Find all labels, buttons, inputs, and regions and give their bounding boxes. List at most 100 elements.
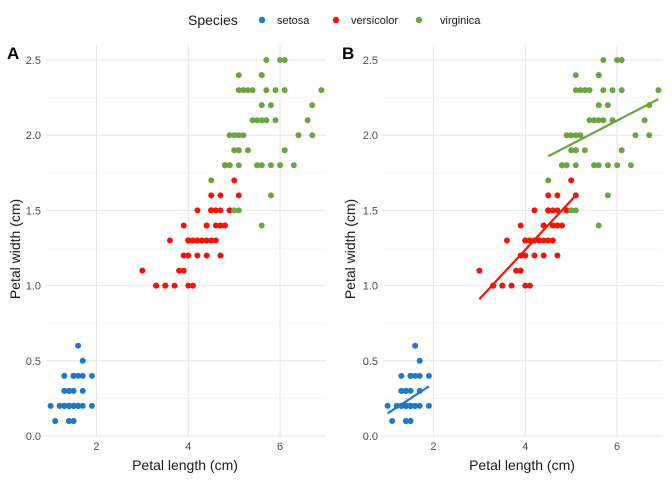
y-tick-label: 1.5 bbox=[26, 205, 41, 217]
panel-tag-b: B bbox=[342, 44, 354, 63]
point-setosa bbox=[416, 372, 423, 379]
point-virginica bbox=[254, 162, 261, 169]
point-virginica bbox=[244, 147, 251, 154]
y-tick-label: 0.0 bbox=[363, 431, 378, 443]
y-tick-label: 2.5 bbox=[26, 55, 41, 67]
point-versicolor bbox=[139, 267, 146, 274]
point-versicolor bbox=[549, 207, 556, 214]
point-virginica bbox=[600, 57, 607, 64]
point-virginica bbox=[632, 132, 639, 139]
point-virginica bbox=[627, 162, 634, 169]
point-versicolor bbox=[526, 237, 533, 244]
point-virginica bbox=[258, 117, 265, 124]
point-virginica bbox=[563, 132, 570, 139]
panel-a: A 2 4 6 0.0 0.5 1.0 1.5 2.0 2.5 Petal length (cm… bbox=[7, 44, 326, 473]
point-versicolor bbox=[526, 282, 533, 289]
y-tick-label: 1.5 bbox=[363, 205, 378, 217]
point-setosa bbox=[398, 372, 405, 379]
point-virginica bbox=[618, 87, 625, 94]
point-setosa bbox=[398, 402, 405, 409]
point-setosa bbox=[70, 402, 77, 409]
point-versicolor bbox=[194, 207, 201, 214]
point-versicolor bbox=[540, 237, 547, 244]
point-setosa bbox=[52, 417, 59, 424]
point-virginica bbox=[618, 147, 625, 154]
x-axis-title-a: Petal length (cm) bbox=[132, 457, 238, 473]
point-virginica bbox=[595, 117, 602, 124]
legend-key-versicolor bbox=[332, 16, 340, 24]
point-versicolor bbox=[531, 207, 538, 214]
point-versicolor bbox=[545, 237, 552, 244]
ticks-b: 2 4 6 0.0 0.5 1.0 1.5 2.0 2.5 bbox=[363, 55, 620, 453]
point-virginica bbox=[600, 117, 607, 124]
point-setosa bbox=[416, 402, 423, 409]
point-virginica bbox=[208, 177, 215, 184]
point-virginica bbox=[572, 132, 579, 139]
y-tick-label: 2.0 bbox=[26, 130, 41, 142]
point-virginica bbox=[290, 162, 297, 169]
point-virginica bbox=[614, 57, 621, 64]
point-setosa bbox=[412, 342, 419, 349]
point-setosa bbox=[61, 402, 68, 409]
point-versicolor bbox=[513, 267, 520, 274]
point-setosa bbox=[79, 372, 86, 379]
points-b bbox=[384, 57, 662, 424]
point-virginica bbox=[545, 177, 552, 184]
point-versicolor bbox=[194, 252, 201, 259]
fit-line-versicolor bbox=[478, 194, 577, 300]
point-virginica bbox=[655, 87, 662, 94]
point-virginica bbox=[646, 132, 653, 139]
point-setosa bbox=[407, 417, 414, 424]
point-virginica bbox=[235, 162, 242, 169]
point-versicolor bbox=[554, 252, 561, 259]
point-virginica bbox=[595, 102, 602, 109]
x-tick-label: 2 bbox=[93, 441, 99, 453]
point-versicolor bbox=[517, 267, 524, 274]
point-virginica bbox=[641, 117, 648, 124]
point-versicolor bbox=[499, 282, 506, 289]
point-versicolor bbox=[203, 252, 210, 259]
point-virginica bbox=[318, 87, 325, 94]
point-versicolor bbox=[208, 237, 215, 244]
point-versicolor bbox=[531, 237, 538, 244]
y-tick-label: 0.5 bbox=[363, 356, 378, 368]
point-virginica bbox=[281, 147, 288, 154]
point-virginica bbox=[604, 162, 611, 169]
legend-key-virginica bbox=[415, 16, 423, 24]
point-virginica bbox=[258, 162, 265, 169]
point-virginica bbox=[258, 222, 265, 229]
legend: Species setosa versicolor virginica bbox=[188, 12, 481, 28]
point-virginica bbox=[267, 102, 274, 109]
point-virginica bbox=[586, 87, 593, 94]
point-versicolor bbox=[508, 282, 515, 289]
y-axis-title-b: Petal width (cm) bbox=[342, 199, 358, 299]
point-setosa bbox=[412, 402, 419, 409]
point-virginica bbox=[568, 132, 575, 139]
legend-item-versicolor: versicolor bbox=[332, 15, 398, 27]
point-setosa bbox=[402, 417, 409, 424]
point-versicolor bbox=[549, 237, 556, 244]
point-versicolor bbox=[171, 282, 178, 289]
point-virginica bbox=[595, 72, 602, 79]
point-virginica bbox=[572, 162, 579, 169]
point-versicolor bbox=[554, 207, 561, 214]
point-versicolor bbox=[554, 192, 561, 199]
y-tick-label: 2.5 bbox=[363, 55, 378, 67]
point-virginica bbox=[563, 162, 570, 169]
point-virginica bbox=[240, 132, 247, 139]
point-setosa bbox=[416, 357, 423, 364]
point-versicolor bbox=[203, 222, 210, 229]
point-virginica bbox=[577, 132, 584, 139]
point-versicolor bbox=[522, 282, 529, 289]
point-virginica bbox=[244, 87, 251, 94]
point-virginica bbox=[263, 117, 270, 124]
point-virginica bbox=[577, 87, 584, 94]
point-virginica bbox=[586, 117, 593, 124]
x-tick-label: 4 bbox=[522, 441, 528, 453]
panel-b: B 2 4 6 0.0 0.5 1.0 1.5 2.0 2.5 Petal length (cm… bbox=[342, 44, 663, 473]
y-tick-label: 0.5 bbox=[26, 356, 41, 368]
point-setosa bbox=[65, 417, 72, 424]
point-setosa bbox=[407, 372, 414, 379]
point-virginica bbox=[609, 117, 616, 124]
